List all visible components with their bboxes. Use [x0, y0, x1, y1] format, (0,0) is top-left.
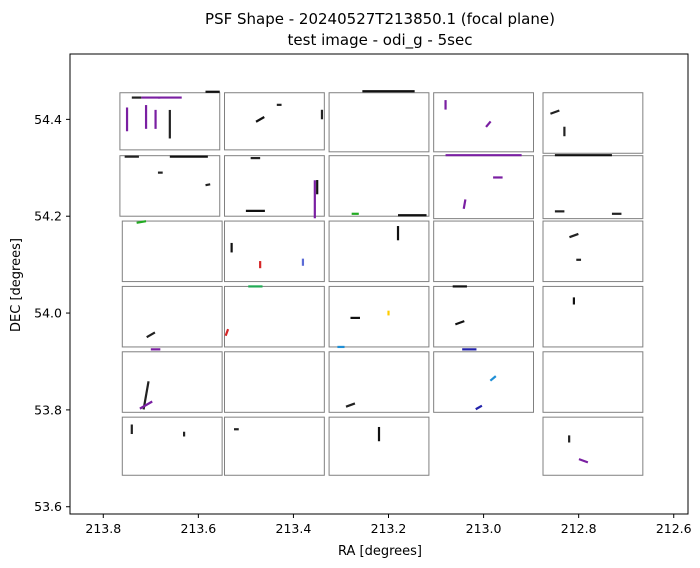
ccd-outline-1 [119, 92, 221, 151]
ccd-outline-20 [542, 285, 644, 348]
ccd-outline-10 [542, 155, 644, 220]
chart-title: PSF Shape - 20240527T213850.1 (focal pla… [205, 10, 555, 28]
x-tick-label-0: 213.8 [85, 521, 121, 536]
y-tick-label-4: 54.4 [34, 112, 62, 127]
ccd-outline-6 [119, 155, 221, 217]
x-tick-label-3: 213.2 [371, 521, 407, 536]
ccd-outline-17 [224, 285, 325, 348]
psf-segment-9 [255, 116, 265, 123]
ccd-outline-2 [224, 92, 325, 151]
x-tick-label-2: 213.4 [276, 521, 312, 536]
ccd-outlines [119, 92, 644, 476]
x-tick-label-4: 213.0 [466, 521, 502, 536]
ccd-outline-27 [224, 416, 325, 476]
ccd-outline-8 [328, 155, 430, 217]
psf-segment-52 [139, 400, 153, 410]
ccd-outline-5 [542, 92, 644, 154]
x-tick-label-6: 212.6 [656, 521, 692, 536]
psf-segment-20 [205, 183, 211, 187]
ccd-outline-11 [121, 220, 223, 283]
psf-segment-53 [345, 402, 356, 408]
y-axis-label: DEC [degrees] [9, 238, 24, 332]
ccd-outline-18 [328, 285, 430, 348]
psf-segment-38 [569, 232, 579, 239]
x-tick-label-5: 212.8 [561, 521, 597, 536]
ccd-outline-21 [121, 351, 223, 413]
ccd-outline-22 [224, 351, 325, 413]
ccd-outline-16 [121, 285, 223, 348]
ccd-outline-23 [328, 351, 430, 413]
ccd-outline-7 [224, 155, 325, 217]
ccd-outline-9 [433, 155, 534, 220]
y-axis-ticks: 53.6 53.8 54.0 54.2 54.4 [34, 112, 70, 514]
psf-segment-33 [136, 220, 147, 224]
ccd-outline-13 [328, 220, 430, 283]
ccd-outline-28 [328, 416, 430, 476]
ccd-outline-14 [433, 220, 534, 283]
psf-segment-43 [146, 331, 156, 339]
psf-segment-44 [224, 328, 230, 337]
chart-subtitle: test image - odi_g - 5sec [288, 31, 473, 50]
psf-segment-54 [489, 375, 497, 382]
plot-area [69, 53, 689, 515]
psf-segment-55 [475, 404, 483, 411]
x-tick-label-1: 213.6 [180, 521, 216, 536]
ccd-outline-26 [121, 416, 223, 476]
ccd-outline-19 [433, 285, 534, 348]
axes-frame [69, 53, 689, 515]
psf-segment-15 [550, 109, 560, 115]
ccd-outline-4 [433, 92, 534, 153]
x-axis-ticks: 213.8 213.6 213.4 213.2 213.0 212.8 212.6 [85, 514, 692, 536]
y-tick-label-2: 54.0 [34, 306, 62, 321]
psf-segment-51 [142, 381, 150, 410]
ccd-outline-25 [542, 351, 644, 413]
ccd-outline-12 [224, 220, 325, 283]
ccd-outline-24 [433, 351, 534, 413]
psf-segment-14 [485, 120, 492, 128]
y-tick-label-0: 53.6 [34, 499, 62, 514]
ccd-outline-15 [542, 220, 644, 283]
x-axis-label: RA [degrees] [338, 544, 422, 559]
ccd-outline-29 [542, 416, 644, 476]
psf-segment-58 [578, 458, 589, 464]
ccd-outline-3 [328, 92, 430, 153]
y-tick-label-1: 53.8 [34, 402, 62, 417]
psf-segments [124, 90, 622, 464]
y-tick-label-3: 54.2 [34, 209, 62, 224]
psf-segment-45 [454, 320, 465, 326]
psf-segment-30 [462, 199, 467, 209]
